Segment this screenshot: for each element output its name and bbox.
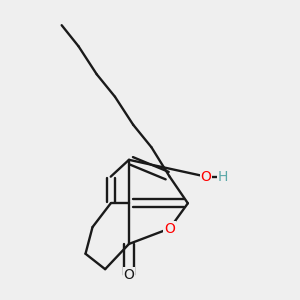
- Text: O: O: [124, 268, 134, 282]
- Text: O: O: [201, 169, 212, 184]
- Text: O: O: [164, 221, 175, 236]
- Text: H: H: [218, 169, 228, 184]
